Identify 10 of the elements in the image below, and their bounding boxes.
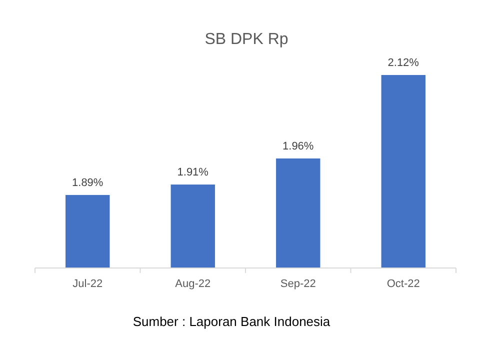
text: Sumber : Laporan Bank Indonesia (132, 314, 331, 329)
x-tick-label: Aug-22 (175, 278, 211, 290)
x-tick-label: Oct-22 (386, 278, 420, 290)
chart-title: SB DPK Rp (204, 31, 288, 48)
data-label: 1.89% (72, 176, 104, 189)
data-label: 1.96% (282, 140, 314, 152)
x-tick-label: Jul-22 (72, 278, 103, 290)
data-label: 2.12% (388, 57, 420, 69)
x-tick-label: Sep-22 (280, 278, 316, 290)
data-label: 1.91% (177, 166, 209, 179)
